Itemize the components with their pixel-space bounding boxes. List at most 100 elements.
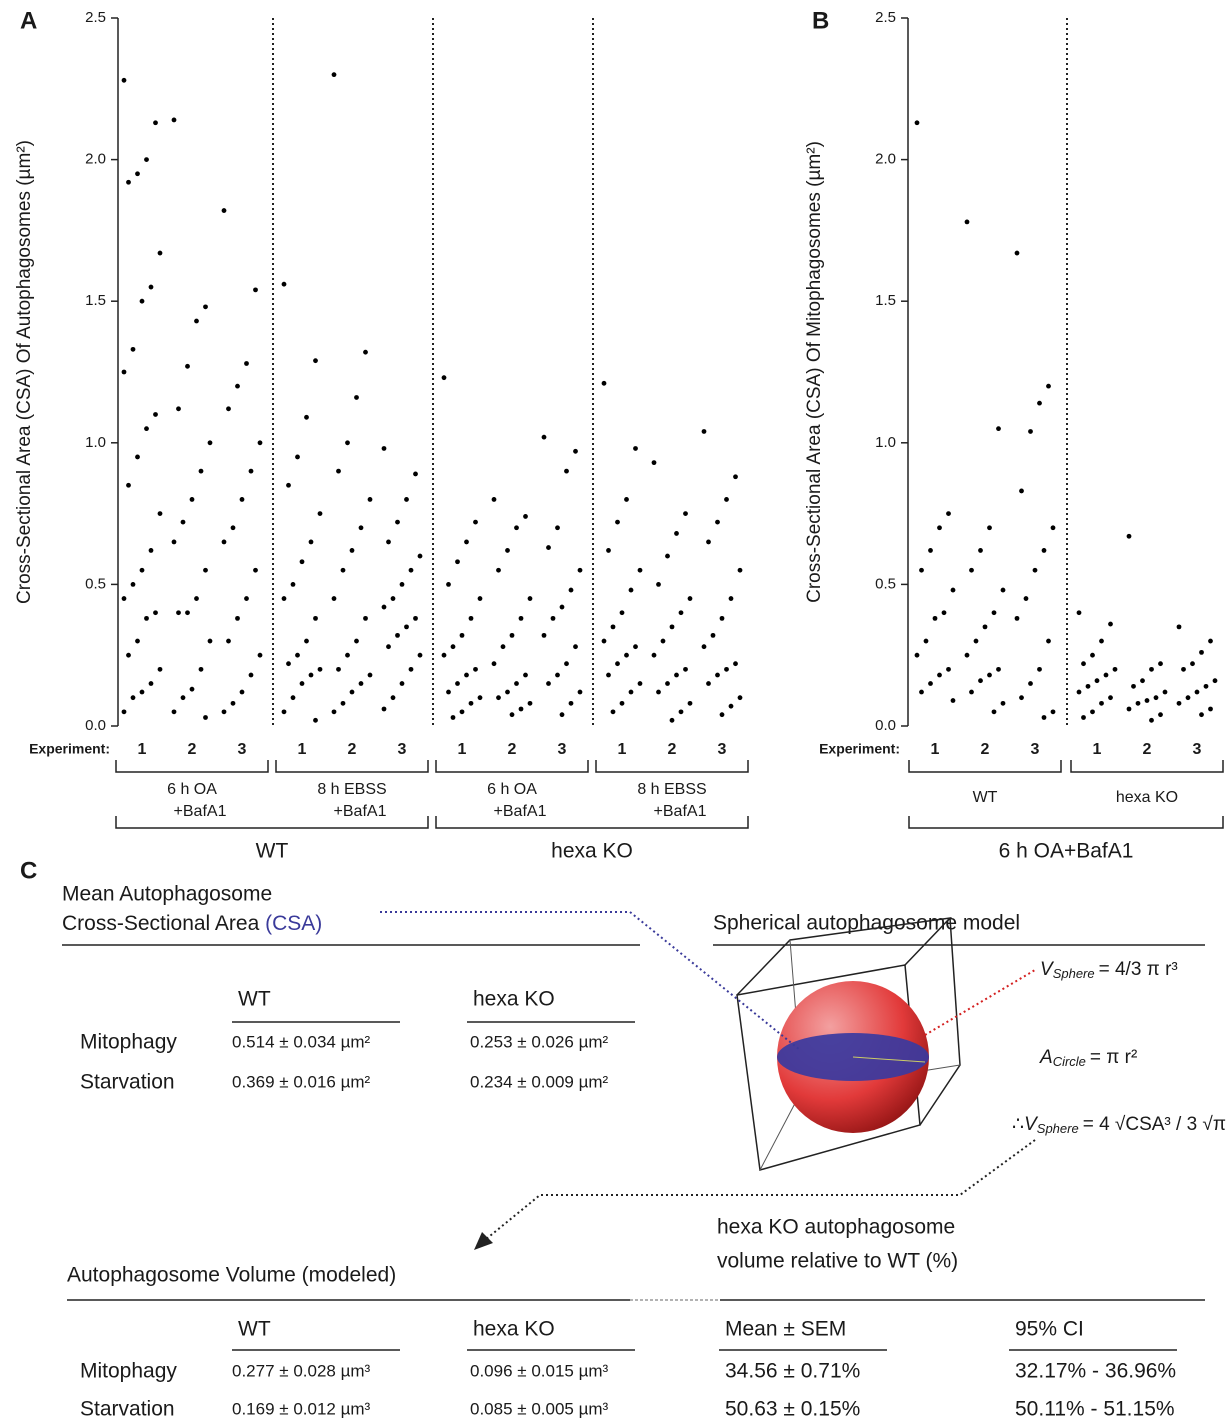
csa-title: Cross-Sectional Area (CSA) <box>62 912 322 935</box>
data-point <box>1154 695 1159 700</box>
page: C Mean Autophagosome Cross-Sectional Are… <box>0 0 1228 1422</box>
data-point <box>332 596 337 601</box>
data-point <box>724 497 729 502</box>
data-point <box>386 540 391 545</box>
table-cell: 32.17% - 36.96% <box>1015 1360 1176 1383</box>
y-tick-label: 2.0 <box>875 151 896 168</box>
group-label: 8 h EBSS <box>637 781 706 798</box>
data-point <box>1199 712 1204 717</box>
data-point <box>318 511 323 516</box>
supergroup-label: hexa KO <box>551 840 633 863</box>
data-point <box>318 667 323 672</box>
data-point <box>729 704 734 709</box>
data-point <box>965 220 970 225</box>
data-point <box>505 690 510 695</box>
data-point <box>291 582 296 587</box>
data-point <box>258 653 263 658</box>
data-point <box>720 712 725 717</box>
table-cell: 0.169 ± 0.012 µm³ <box>232 1399 371 1418</box>
data-point <box>528 701 533 706</box>
data-point <box>185 364 190 369</box>
bracket <box>1071 760 1223 772</box>
data-point <box>706 681 711 686</box>
data-point <box>519 616 524 621</box>
table-cell: 0.514 ± 0.034 µm² <box>232 1032 371 1051</box>
data-point <box>942 610 947 615</box>
data-point <box>253 568 258 573</box>
y-tick-label: 2.5 <box>85 9 106 26</box>
data-point <box>185 610 190 615</box>
data-point <box>1213 678 1218 683</box>
data-point <box>633 446 638 451</box>
formula-sub: Circle <box>1053 1054 1086 1069</box>
data-point <box>633 644 638 649</box>
data-point <box>688 701 693 706</box>
data-point <box>350 548 355 553</box>
data-point <box>1081 661 1086 666</box>
data-point <box>992 610 997 615</box>
data-point <box>542 633 547 638</box>
x-tick-label: 1 <box>138 741 147 758</box>
data-point <box>1149 667 1154 672</box>
data-point <box>615 661 620 666</box>
data-point <box>969 690 974 695</box>
data-point <box>738 568 743 573</box>
data-point <box>683 667 688 672</box>
data-point <box>194 319 199 324</box>
data-point <box>295 653 300 658</box>
data-point <box>1181 667 1186 672</box>
data-point <box>629 588 634 593</box>
data-point <box>172 709 177 714</box>
panel-label: A <box>20 7 37 34</box>
data-point <box>733 661 738 666</box>
data-point <box>738 695 743 700</box>
y-tick-label: 1.0 <box>85 434 106 451</box>
data-point <box>368 673 373 678</box>
data-point <box>235 384 240 389</box>
formula: ACircle= π r² <box>1039 1047 1137 1069</box>
group-label: 6 h OA <box>167 781 217 798</box>
data-point <box>702 429 707 434</box>
data-point <box>928 681 933 686</box>
data-point <box>363 350 368 355</box>
data-point <box>1037 667 1042 672</box>
data-point <box>240 497 245 502</box>
data-point <box>122 709 127 714</box>
data-point <box>528 596 533 601</box>
data-point <box>226 639 231 644</box>
data-point <box>464 673 469 678</box>
data-point <box>1042 548 1047 553</box>
relative-title: volume relative to WT (%) <box>717 1250 958 1273</box>
data-point <box>304 415 309 420</box>
data-point <box>683 511 688 516</box>
data-point <box>652 653 657 658</box>
data-point <box>382 707 387 712</box>
data-point <box>295 455 300 460</box>
x-axis-title: Experiment: <box>29 741 110 757</box>
data-point <box>514 681 519 686</box>
data-point <box>291 695 296 700</box>
data-point <box>656 582 661 587</box>
data-point <box>546 545 551 550</box>
x-tick-label: 1 <box>298 741 307 758</box>
data-point <box>359 681 364 686</box>
relative-title: hexa KO autophagosome <box>717 1216 955 1239</box>
data-point <box>679 610 684 615</box>
data-point <box>181 695 186 700</box>
data-point <box>661 639 666 644</box>
data-point <box>1149 718 1154 723</box>
data-point <box>1051 525 1056 530</box>
data-point <box>203 304 208 309</box>
data-point <box>386 644 391 649</box>
data-point <box>309 540 314 545</box>
data-point <box>144 426 149 431</box>
x-tick-label: 3 <box>558 741 567 758</box>
data-point <box>624 497 629 502</box>
data-point <box>711 633 716 638</box>
data-point <box>451 715 456 720</box>
y-tick-label: 1.5 <box>875 292 896 309</box>
data-point <box>670 718 675 723</box>
data-point <box>222 208 227 213</box>
data-point <box>226 406 231 411</box>
data-point <box>674 673 679 678</box>
